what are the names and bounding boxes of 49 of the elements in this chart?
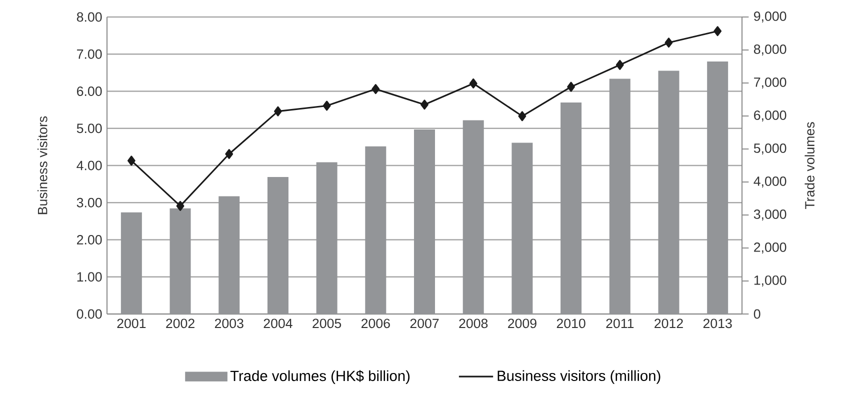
y2-tick-label: 0: [754, 309, 760, 319]
y-tick-label: 8.00: [76, 12, 102, 22]
y-tick-label: 4.00: [76, 160, 102, 170]
point: [616, 60, 624, 70]
legend-label: Trade volumes (HK$ billion): [230, 370, 410, 384]
y-axis-title: Business visitors: [38, 116, 48, 214]
y-tick-label: 0.00: [76, 309, 102, 319]
x-tick-label: 2008: [459, 318, 488, 328]
point: [225, 149, 234, 159]
y-tick-label: 1.00: [77, 272, 102, 282]
y2-tick-label: 1,000: [754, 275, 786, 287]
point: [664, 38, 673, 48]
y2-tick-label: 5,000: [754, 143, 786, 155]
y-tick-label: 2.00: [77, 235, 102, 244]
legend-label: Business visitors (million): [498, 370, 660, 384]
x-tick-label: 2004: [264, 318, 292, 328]
x-tick-label: 2006: [361, 318, 390, 328]
y2-tick-label: 3,000: [754, 209, 786, 221]
y-tick-label: 7.00: [77, 49, 102, 59]
point: [567, 82, 575, 92]
x-tick-label: 2001: [117, 318, 146, 328]
point: [518, 111, 526, 122]
y-tick-label: 3.00: [76, 198, 102, 208]
point: [127, 156, 136, 166]
y2-tick-label: 4,000: [754, 176, 786, 188]
y-tick-label: 6.00: [77, 86, 102, 96]
y2-tick-label: 7,000: [754, 78, 786, 89]
point: [420, 100, 428, 110]
y2-tick-label: 8,000: [754, 44, 786, 56]
x-tick-label: 2012: [654, 318, 683, 328]
y2-tick-label: 9,000: [754, 11, 786, 23]
y2-tick-label: 6,000: [754, 110, 786, 122]
x-tick-label: 2005: [312, 318, 342, 328]
x-tick-label: 2011: [606, 318, 634, 328]
point: [372, 84, 380, 94]
y-tick-label: 5.00: [76, 124, 102, 134]
point: [469, 78, 478, 88]
x-tick-label: 2007: [410, 318, 439, 328]
y2-tick-label: 2,000: [754, 242, 786, 254]
point: [274, 106, 282, 116]
x-tick-label: 2010: [556, 318, 586, 328]
y2-axis-title: Trade volumes: [804, 122, 814, 210]
point: [176, 200, 184, 211]
point: [714, 26, 722, 36]
x-tick-label: 2009: [508, 318, 536, 328]
x-tick-label: 2003: [214, 318, 244, 328]
x-tick-label: 2002: [166, 318, 194, 328]
x-tick-label: 2013: [703, 318, 732, 328]
point: [322, 100, 331, 111]
